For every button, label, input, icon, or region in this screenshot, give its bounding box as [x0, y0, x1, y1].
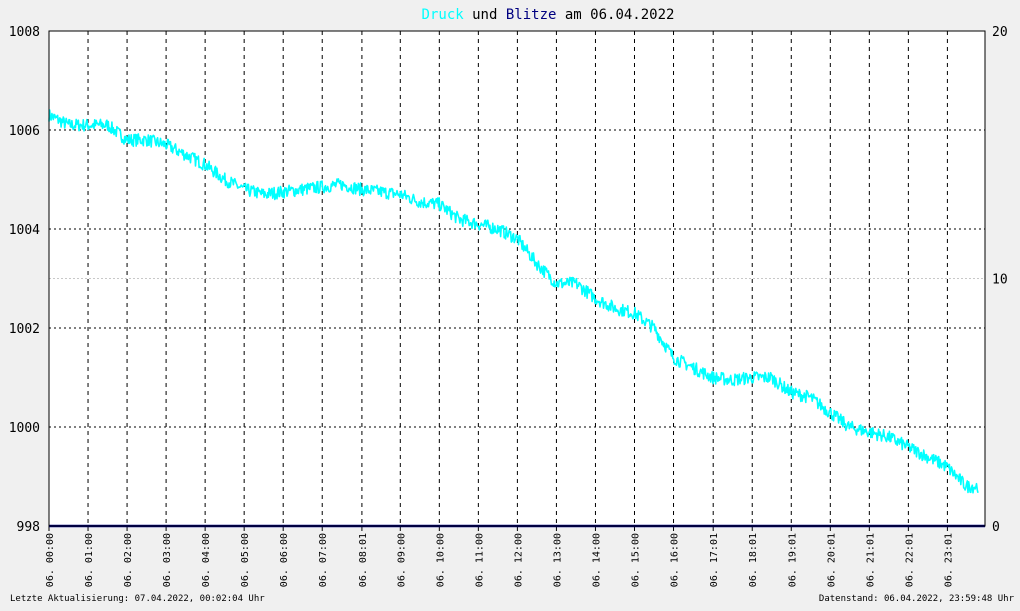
x-tick-label: 06. 20:01 — [826, 533, 837, 587]
x-tick-label: 06. 06:00 — [279, 533, 290, 587]
x-tick-label: 06. 23:01 — [943, 533, 954, 587]
left-tick-label: 1004 — [9, 223, 40, 238]
x-tick-label: 06. 17:01 — [709, 533, 720, 587]
left-tick-label: 1008 — [9, 25, 40, 40]
title-date: am 06.04.2022 — [556, 7, 674, 23]
x-tick-label: 06. 13:00 — [552, 533, 563, 587]
title-blitze: Blitze — [506, 7, 557, 23]
footer-data-status: Datenstand: 06.04.2022, 23:59:48 Uhr — [819, 594, 1015, 604]
left-axis: 998 1000 1002 1004 1006 1008 — [9, 25, 40, 535]
x-tick-label: 06. 05:00 — [240, 533, 251, 587]
x-tick-label: 06. 14:00 — [591, 533, 602, 587]
x-tick-label: 06. 16:00 — [670, 533, 681, 587]
x-tick-label: 06. 18:01 — [748, 533, 759, 587]
x-tick-label: 06. 08:01 — [358, 533, 369, 587]
right-axis: 0 10 20 — [992, 25, 1008, 535]
x-tick-label: 06. 11:00 — [474, 533, 485, 587]
left-tick-label: 1002 — [9, 322, 40, 337]
x-tick-label: 06. 01:00 — [84, 533, 95, 587]
plot-frame — [48, 30, 986, 527]
x-tick-label: 06. 21:01 — [865, 533, 876, 587]
title-und: und — [464, 7, 506, 23]
x-tick-label: 06. 12:00 — [513, 533, 524, 587]
left-tick-label: 1006 — [9, 124, 40, 139]
grid — [49, 31, 985, 526]
chart-title: Druck und Blitze am 06.04.2022 — [422, 7, 675, 23]
left-tick-label: 1000 — [9, 421, 40, 436]
footer-last-update: Letzte Aktualisierung: 07.04.2022, 00:02… — [10, 594, 265, 604]
title-druck: Druck — [422, 7, 465, 23]
x-tick-label: 06. 03:00 — [162, 533, 173, 587]
x-tick-label: 06. 04:00 — [201, 533, 212, 587]
x-tick-label: 06. 00:00 — [45, 533, 56, 587]
right-tick-label: 0 — [992, 520, 1000, 535]
x-tick-label: 06. 10:00 — [435, 533, 446, 587]
x-tick-label: 06. 07:00 — [318, 533, 329, 587]
x-tick-label: 06. 19:01 — [787, 533, 798, 587]
right-tick-label: 10 — [992, 273, 1008, 288]
right-tick-label: 20 — [992, 25, 1008, 40]
x-axis: 06. 00:00 06. 01:00 06. 02:00 06. 03:00 06. … — [45, 526, 954, 587]
x-tick-label: 06. 15:00 — [630, 533, 641, 587]
left-tick-label: 998 — [17, 520, 40, 535]
x-tick-label: 06. 02:00 — [123, 533, 134, 587]
x-tick-label: 06. 22:01 — [904, 533, 915, 587]
x-tick-label: 06. 09:00 — [396, 533, 407, 587]
series-druck-line — [48, 109, 979, 494]
